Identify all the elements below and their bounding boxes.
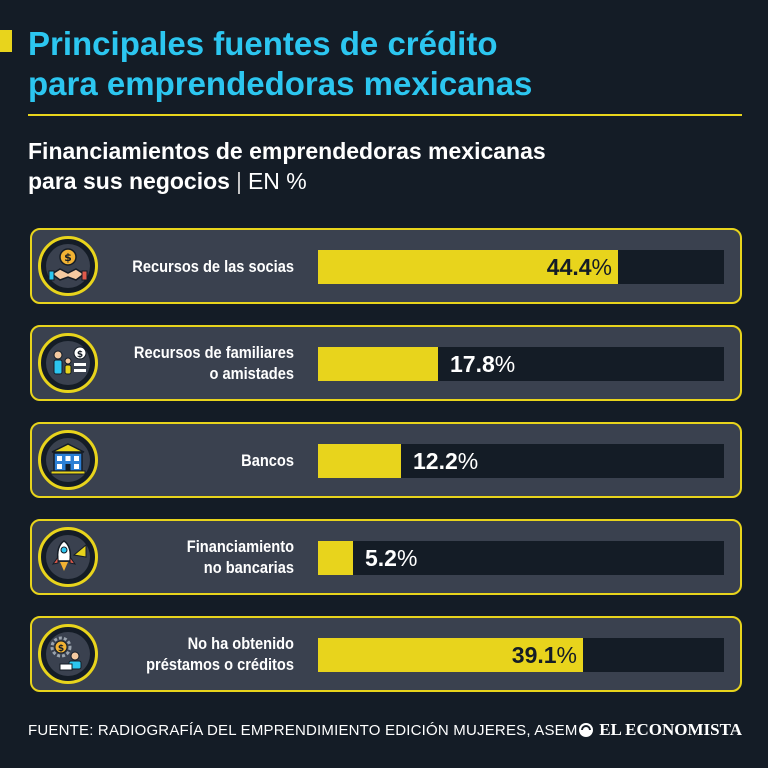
category-label: No ha obtenido préstamos o créditos: [105, 618, 294, 690]
subtitle-separator: |: [235, 168, 242, 194]
title-divider: [28, 114, 742, 116]
category-label-line: préstamos o créditos: [146, 655, 294, 674]
chart-subtitle-line-1: Financiamientos de emprendedoras mexican…: [28, 138, 546, 164]
category-label: Financiamiento no bancarias: [105, 521, 294, 593]
publisher-logo: EL ECONOMISTA: [578, 720, 742, 740]
svg-text:$: $: [64, 251, 72, 264]
bar-row: Bancos 12.2%: [30, 422, 742, 498]
percent-sign: %: [556, 642, 577, 668]
worker-coin-gear-icon: $: [50, 636, 82, 671]
category-label-line: Recursos de las socias: [132, 256, 294, 276]
data-label: 5.2%: [365, 541, 417, 575]
category-label-line: Recursos de familiares: [133, 343, 294, 362]
family-money-icon: $: [53, 346, 87, 375]
category-label-line: Financiamiento: [186, 537, 294, 556]
title-accent-mark: [0, 30, 12, 52]
percent-sign: %: [396, 545, 418, 571]
percent-sign: %: [591, 254, 612, 280]
category-label: Recursos de las socias: [105, 230, 294, 302]
data-label-value: 39.1: [511, 642, 557, 668]
bar-row: $ No ha obtenido préstamos o créditos 39.1%: [30, 616, 742, 692]
page-title: Principales fuentes de crédito para empr…: [28, 24, 748, 104]
category-label: Bancos: [105, 424, 294, 496]
handshake-coin-icon: $: [48, 248, 88, 281]
data-label-value: 5.2: [365, 545, 397, 571]
chart-subtitle-line-2-text: para sus negocios: [28, 168, 230, 194]
rocket-growth-icon: [51, 540, 87, 571]
data-label-value: 17.8: [450, 351, 495, 377]
icon-badge: $: [38, 333, 98, 393]
bar-row: $ Recursos de las socias 44.4%: [30, 228, 742, 304]
chart-subtitle-line-2: para sus negocios | EN %: [28, 166, 748, 196]
icon-badge: $: [38, 236, 98, 296]
category-label-line: No ha obtenido: [187, 634, 294, 653]
bar: [318, 638, 583, 672]
svg-text:$: $: [77, 350, 83, 360]
percent-sign: %: [457, 448, 479, 474]
bar: [318, 541, 353, 575]
data-label-value: 12.2: [413, 448, 458, 474]
bar-track: 17.8%: [318, 347, 724, 381]
category-label-line: Bancos: [241, 450, 294, 470]
bar-track: 39.1%: [318, 638, 724, 672]
page-title-line-1: Principales fuentes de crédito: [28, 25, 498, 62]
bar: [318, 347, 438, 381]
bar-track: 12.2%: [318, 444, 724, 478]
icon-badge: [38, 527, 98, 587]
icon-badge: [38, 430, 98, 490]
data-label-value: 44.4: [546, 254, 592, 280]
bar-track: 5.2%: [318, 541, 724, 575]
data-label: 12.2%: [413, 444, 478, 478]
data-label: 17.8%: [450, 347, 515, 381]
percent-sign: %: [494, 351, 516, 377]
svg-text:$: $: [58, 644, 64, 654]
page-title-line-2: para emprendedoras mexicanas: [28, 65, 533, 102]
category-label-line: no bancarias: [203, 558, 294, 577]
category-label: Recursos de familiares o amistades: [105, 327, 294, 399]
source-note: FUENTE: RADIOGRAFÍA DEL EMPRENDIMIENTO E…: [28, 722, 578, 739]
bar: [318, 444, 401, 478]
bar-row: Financiamiento no bancarias 5.2%: [30, 519, 742, 595]
bar-track: 44.4%: [318, 250, 724, 284]
bank-icon: [50, 443, 86, 475]
logo-mark-icon: [579, 723, 594, 737]
unit-label: EN %: [247, 168, 307, 194]
chart-subtitle: Financiamientos de emprendedoras mexican…: [28, 136, 748, 196]
bar: [318, 250, 618, 284]
logo-text: EL ECONOMISTA: [599, 720, 742, 739]
data-label: 44.4%: [547, 250, 612, 284]
category-label-line: o amistades: [209, 364, 294, 383]
icon-badge: $: [38, 624, 98, 684]
data-label: 39.1%: [512, 638, 577, 672]
bar-row: $ Recursos de familiares o amistades 17.8%: [30, 325, 742, 401]
